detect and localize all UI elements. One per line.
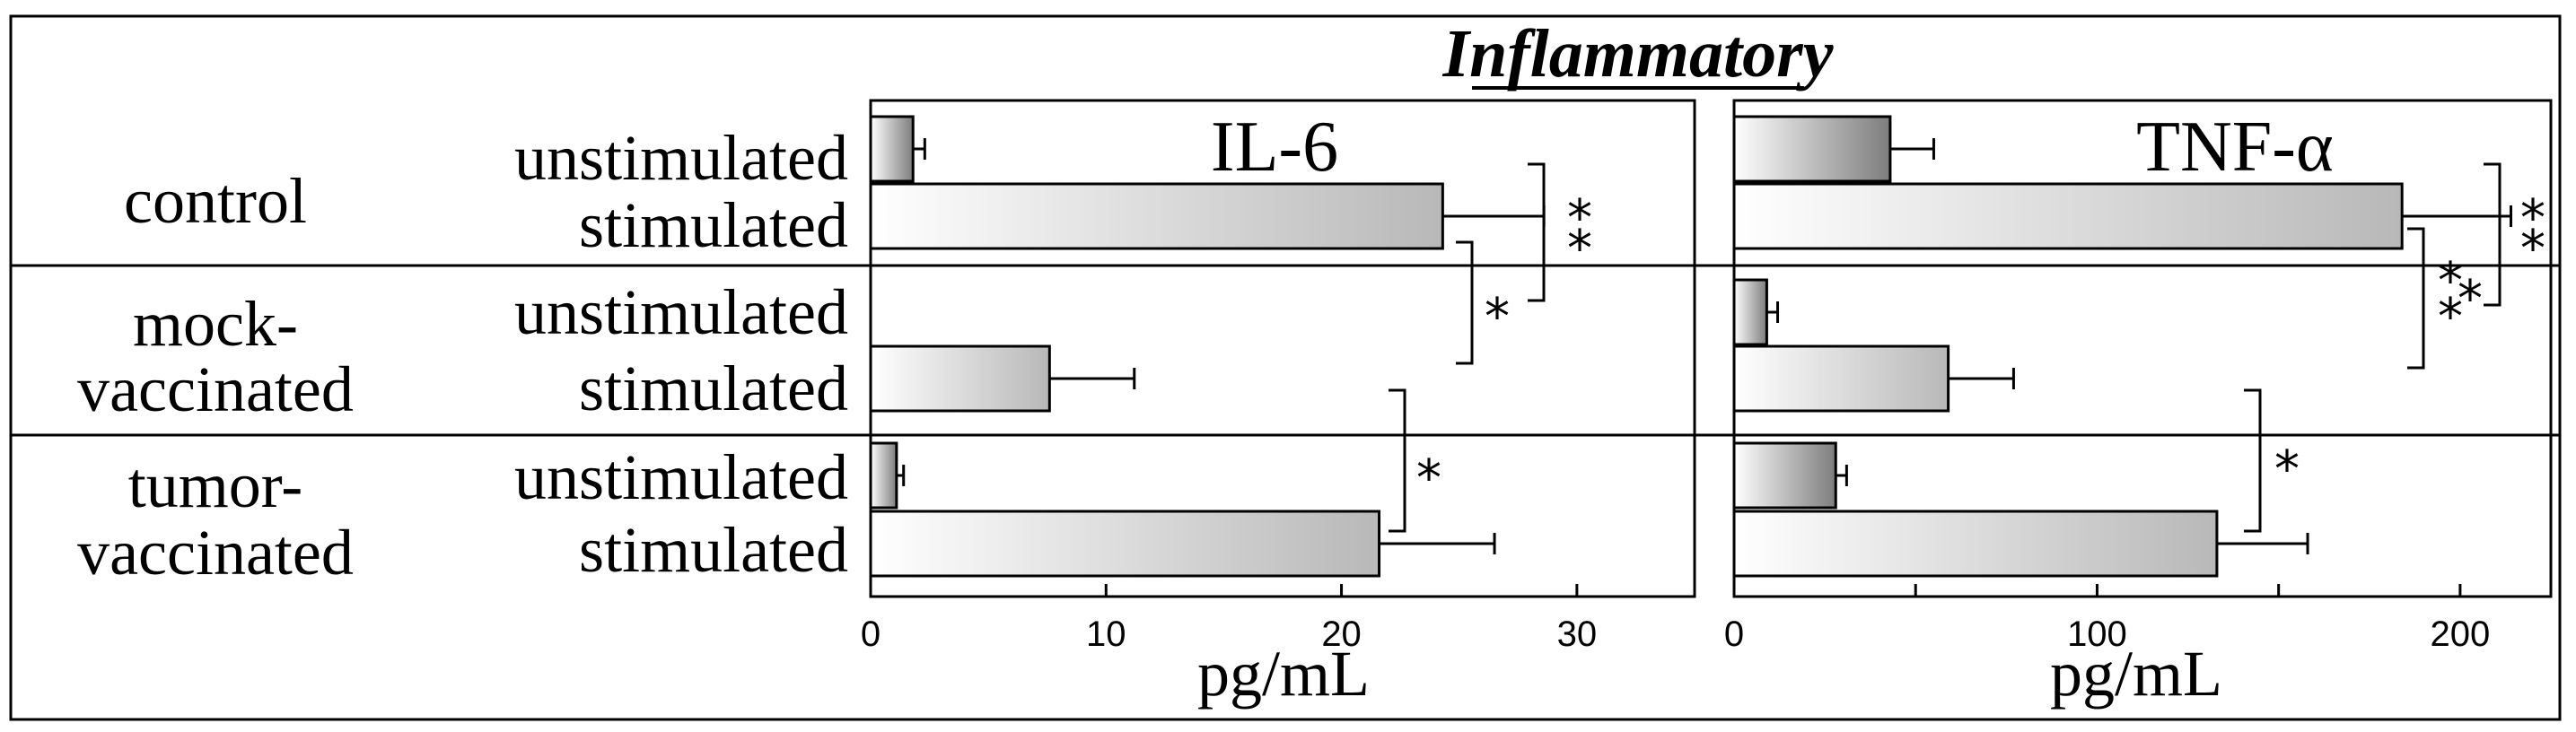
condition-label: stimulated <box>579 189 848 261</box>
x-axis-ticks: 0 10 20 30 <box>861 584 1597 654</box>
significance-star: * <box>1416 449 1441 508</box>
chart-panel-il6: IL-6 0 10 20 30 **** pg/mL <box>861 99 1696 710</box>
x-tick-label: 0 <box>861 614 881 654</box>
bar-group <box>869 115 1444 578</box>
bar <box>869 510 1381 578</box>
significance-star: * <box>2520 220 2545 278</box>
condition-label: stimulated <box>579 514 848 586</box>
x-axis-label: pg/mL <box>2050 638 2222 710</box>
significance-bracket <box>2407 227 2425 370</box>
x-tick-label: 100 <box>2067 614 2127 654</box>
figure-frame <box>9 14 2562 721</box>
x-axis-label: pg/mL <box>1197 638 1370 710</box>
bar-group <box>1732 115 2404 578</box>
significance-star: * <box>1485 288 1510 346</box>
significance-bracket <box>1528 162 1546 302</box>
group-label-mock-2: vaccinated <box>77 353 354 425</box>
significance-star: * <box>2274 440 2300 499</box>
significance-annotations: ****** <box>2244 162 2545 533</box>
bar <box>869 182 1444 250</box>
group-label-control: control <box>124 165 307 237</box>
error-bar-group <box>1766 138 2513 554</box>
bar <box>869 441 898 510</box>
bar <box>1732 344 1950 413</box>
group-label-mock: mock- <box>133 288 298 360</box>
condition-label: stimulated <box>579 353 848 424</box>
figure-title: Inflammatory <box>1442 16 1834 92</box>
significance-star: * <box>2438 288 2463 346</box>
significance-star: * <box>1567 189 1592 248</box>
condition-label: unstimulated <box>514 122 848 194</box>
chart-title: IL-6 <box>1211 108 1338 187</box>
significance-bracket <box>1456 240 1474 365</box>
chart-title: TNF-α <box>2136 108 2334 187</box>
chart-panel-tnf: TNF-α 0 100 200 ****** pg/mL <box>1724 99 2553 710</box>
x-tick-label: 0 <box>1724 614 1744 654</box>
bar <box>1732 441 1837 510</box>
significance-star: * <box>1567 220 1592 278</box>
bar <box>869 344 1051 413</box>
significance-annotations: **** <box>1389 162 1592 533</box>
condition-label: unstimulated <box>514 276 848 348</box>
group-label-tumor-2: vaccinated <box>77 517 354 588</box>
bar <box>869 115 915 183</box>
x-tick-label: 200 <box>2431 614 2491 654</box>
significance-bracket <box>1389 388 1406 533</box>
x-tick-label: 20 <box>1321 614 1362 654</box>
x-tick-label: 30 <box>1557 614 1598 654</box>
bar <box>1732 115 1892 183</box>
significance-star: * <box>2438 252 2463 310</box>
significance-bracket <box>2244 388 2262 533</box>
significance-star: * <box>2520 189 2545 248</box>
bar <box>1732 278 1768 346</box>
condition-label: unstimulated <box>514 441 848 513</box>
bar <box>1732 510 2219 578</box>
group-label-tumor: tumor- <box>128 449 303 521</box>
significance-bracket <box>2484 162 2502 307</box>
x-axis-ticks: 0 100 200 <box>1724 584 2490 654</box>
bar <box>1732 182 2404 250</box>
x-tick-label: 10 <box>1086 614 1126 654</box>
significance-star: * <box>2458 270 2483 328</box>
